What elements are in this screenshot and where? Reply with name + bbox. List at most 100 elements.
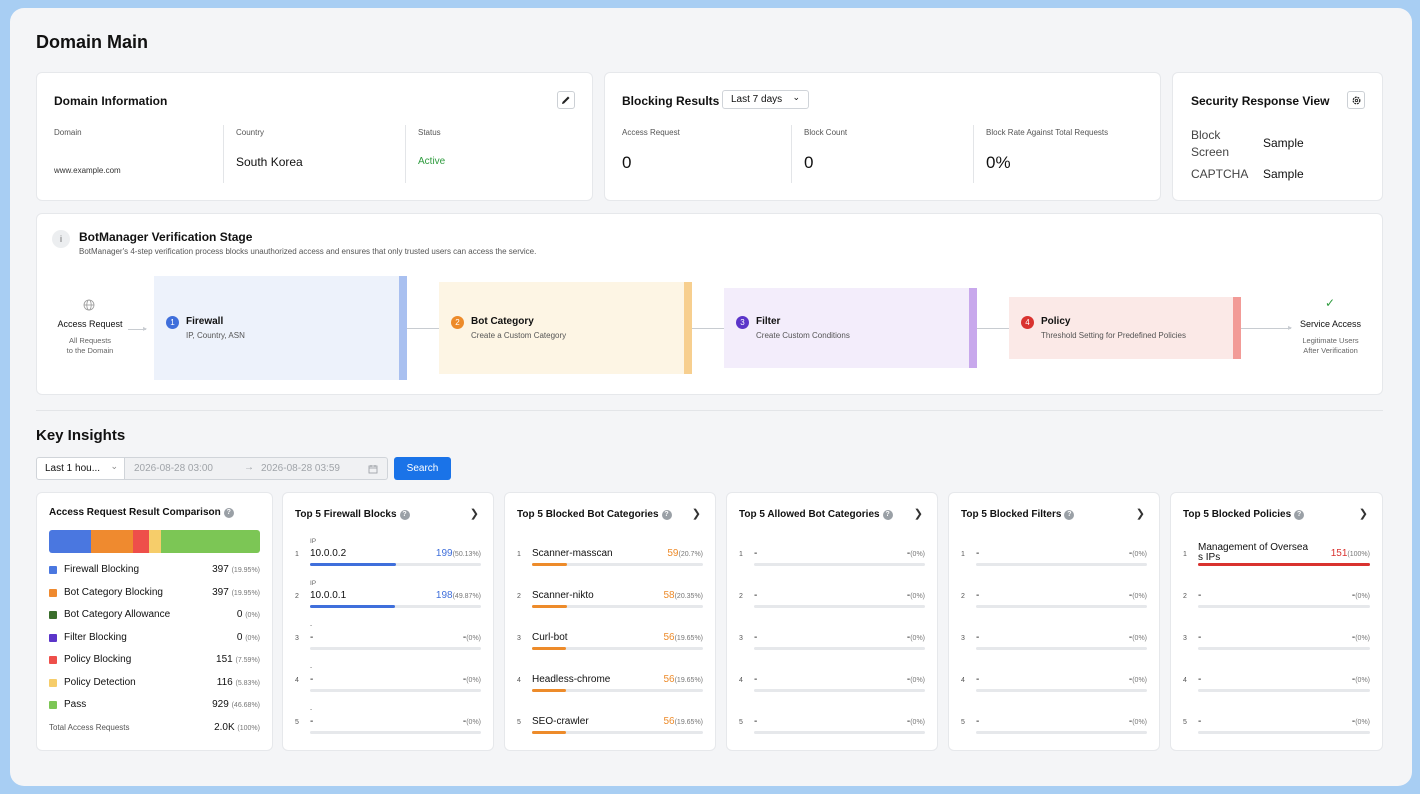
- date-range-picker[interactable]: 2026-08-28 03:00 → 2026-08-28 03:59: [125, 457, 388, 480]
- row-rank: 1: [517, 551, 521, 558]
- top5-row[interactable]: 2 Scanner-nikto 58(20.35%): [517, 577, 703, 617]
- top5-row[interactable]: 1- -(0%): [739, 535, 925, 575]
- row-label: -: [1198, 632, 1202, 643]
- top5-row[interactable]: 3- -(0%): [739, 619, 925, 659]
- help-icon[interactable]: ?: [223, 508, 234, 518]
- row-rank: 1: [1183, 551, 1187, 558]
- help-icon[interactable]: ?: [1294, 510, 1305, 520]
- stage-policy[interactable]: [1009, 297, 1241, 359]
- row-rank: 1: [295, 551, 299, 558]
- block-count-label: Block Count: [804, 128, 848, 137]
- stage-firewall[interactable]: [154, 276, 407, 380]
- row-pct: (20.7%): [678, 551, 703, 558]
- row-count: 56: [663, 632, 675, 643]
- help-icon[interactable]: ?: [1064, 510, 1075, 520]
- top5-row[interactable]: 3- -(0%): [961, 619, 1147, 659]
- stacked-bar-segment: [149, 530, 162, 553]
- legend-swatch: [49, 566, 57, 574]
- top5-row[interactable]: 1 IP 10.0.0.2 199(50.13%): [295, 535, 481, 575]
- row-count: -: [1128, 674, 1133, 685]
- row-progress-track: [532, 731, 703, 734]
- top5-row[interactable]: 5- -(0%): [961, 703, 1147, 743]
- row-label: -: [1198, 590, 1202, 601]
- top5-row[interactable]: 4- -(0%): [961, 661, 1147, 701]
- row-progress-track: [1198, 731, 1370, 734]
- top5-row[interactable]: 3- - -(0%): [295, 619, 481, 659]
- row-label: 10.0.0.2: [310, 548, 347, 559]
- chevron-right-icon[interactable]: ❯: [913, 508, 923, 520]
- top5-row[interactable]: 1 Scanner-masscan 59(20.7%): [517, 535, 703, 575]
- row-progress-track: [754, 647, 925, 650]
- top5-row[interactable]: 5- -(0%): [739, 703, 925, 743]
- stage-filter[interactable]: [724, 288, 977, 368]
- row-label: -: [976, 590, 980, 601]
- top5-row[interactable]: 2- -(0%): [739, 577, 925, 617]
- range-select[interactable]: Last 1 hou... ⌄: [36, 457, 125, 480]
- calendar-icon: [368, 465, 378, 474]
- top5-row[interactable]: 4 Headless-chrome 56(19.65%): [517, 661, 703, 701]
- row-progress-track: [1198, 563, 1370, 566]
- top5-row[interactable]: 5 SEO-crawler 56(19.65%): [517, 703, 703, 743]
- date-to[interactable]: 2026-08-28 03:59: [261, 463, 340, 474]
- globe-icon: [83, 299, 95, 311]
- row-label: Scanner-masscan: [532, 548, 613, 559]
- row-label: -: [754, 716, 758, 727]
- stacked-bar-segment: [161, 530, 260, 553]
- row-label: Scanner-nikto: [532, 590, 594, 601]
- block-screen-value[interactable]: Sample: [1263, 136, 1304, 150]
- row-pct: (0%): [910, 635, 925, 642]
- row-pct: (100%): [1347, 551, 1370, 558]
- stage-name: Policy: [1041, 316, 1071, 327]
- settings-button[interactable]: [1347, 91, 1365, 109]
- range-dropdown[interactable]: Last 7 days ⌄: [722, 90, 809, 109]
- row-value: -(0%): [1129, 590, 1147, 601]
- row-value: -(0%): [1352, 716, 1370, 727]
- chevron-right-icon[interactable]: ❯: [1358, 508, 1368, 520]
- legend-item: Bot Category Blocking 397 (19.95%): [49, 586, 260, 600]
- top5-row[interactable]: 5- - -(0%): [295, 703, 481, 743]
- row-progress-fill: [310, 605, 396, 608]
- stage-number: 4: [1021, 316, 1034, 329]
- stage-bot-category[interactable]: [439, 282, 692, 374]
- row-rank: 2: [961, 593, 965, 600]
- legend-name: Policy Blocking: [64, 654, 132, 665]
- chevron-right-icon[interactable]: ❯: [469, 508, 479, 520]
- connector: [692, 328, 724, 329]
- row-label: -: [1198, 716, 1202, 727]
- help-icon[interactable]: ?: [661, 510, 672, 520]
- top5-row[interactable]: 3 Curl-bot 56(19.65%): [517, 619, 703, 659]
- domain-info-title: Domain Information: [54, 94, 168, 108]
- chevron-right-icon[interactable]: ❯: [1135, 508, 1145, 520]
- row-count: -: [1128, 716, 1133, 727]
- top5-row[interactable]: 2 IP 10.0.0.1 198(49.87%): [295, 577, 481, 617]
- top5-row[interactable]: 1 Management of Overseas IPs 151(100%): [1183, 535, 1370, 575]
- legend-pct: (46.68%): [231, 702, 260, 709]
- top5-row[interactable]: 4- -(0%): [739, 661, 925, 701]
- date-from[interactable]: 2026-08-28 03:00: [134, 463, 213, 474]
- help-icon[interactable]: ?: [399, 510, 410, 520]
- top5-row[interactable]: 4- -(0%): [1183, 661, 1370, 701]
- row-progress-track: [976, 605, 1147, 608]
- top5-row[interactable]: 2 - -(0%): [961, 577, 1147, 617]
- connector: [977, 328, 1009, 329]
- row-count: -: [1128, 548, 1133, 559]
- row-rank: 3: [295, 635, 299, 642]
- top5-row[interactable]: 1- -(0%): [961, 535, 1147, 575]
- chevron-right-icon[interactable]: ❯: [691, 508, 701, 520]
- security-response-title: Security Response View: [1191, 94, 1330, 108]
- search-button[interactable]: Search: [394, 457, 451, 480]
- row-type: -: [310, 706, 313, 713]
- verification-subtitle: BotManager's 4-step verification process…: [79, 247, 537, 256]
- top5-row[interactable]: 5- -(0%): [1183, 703, 1370, 743]
- top5-row[interactable]: 3- -(0%): [1183, 619, 1370, 659]
- stage-policy-bar: [1233, 297, 1241, 359]
- comparison-title-text: Access Request Result Comparison: [49, 507, 221, 518]
- captcha-value[interactable]: Sample: [1263, 167, 1304, 181]
- help-icon[interactable]: ?: [882, 510, 893, 520]
- blocking-results-title: Blocking Results: [622, 94, 720, 108]
- edit-button[interactable]: [557, 91, 575, 109]
- top5-row[interactable]: 4- - -(0%): [295, 661, 481, 701]
- top5-row[interactable]: 2- -(0%): [1183, 577, 1370, 617]
- legend-item: Policy Detection 116 (5.83%): [49, 676, 260, 690]
- range-dropdown-label: Last 7 days: [731, 94, 783, 105]
